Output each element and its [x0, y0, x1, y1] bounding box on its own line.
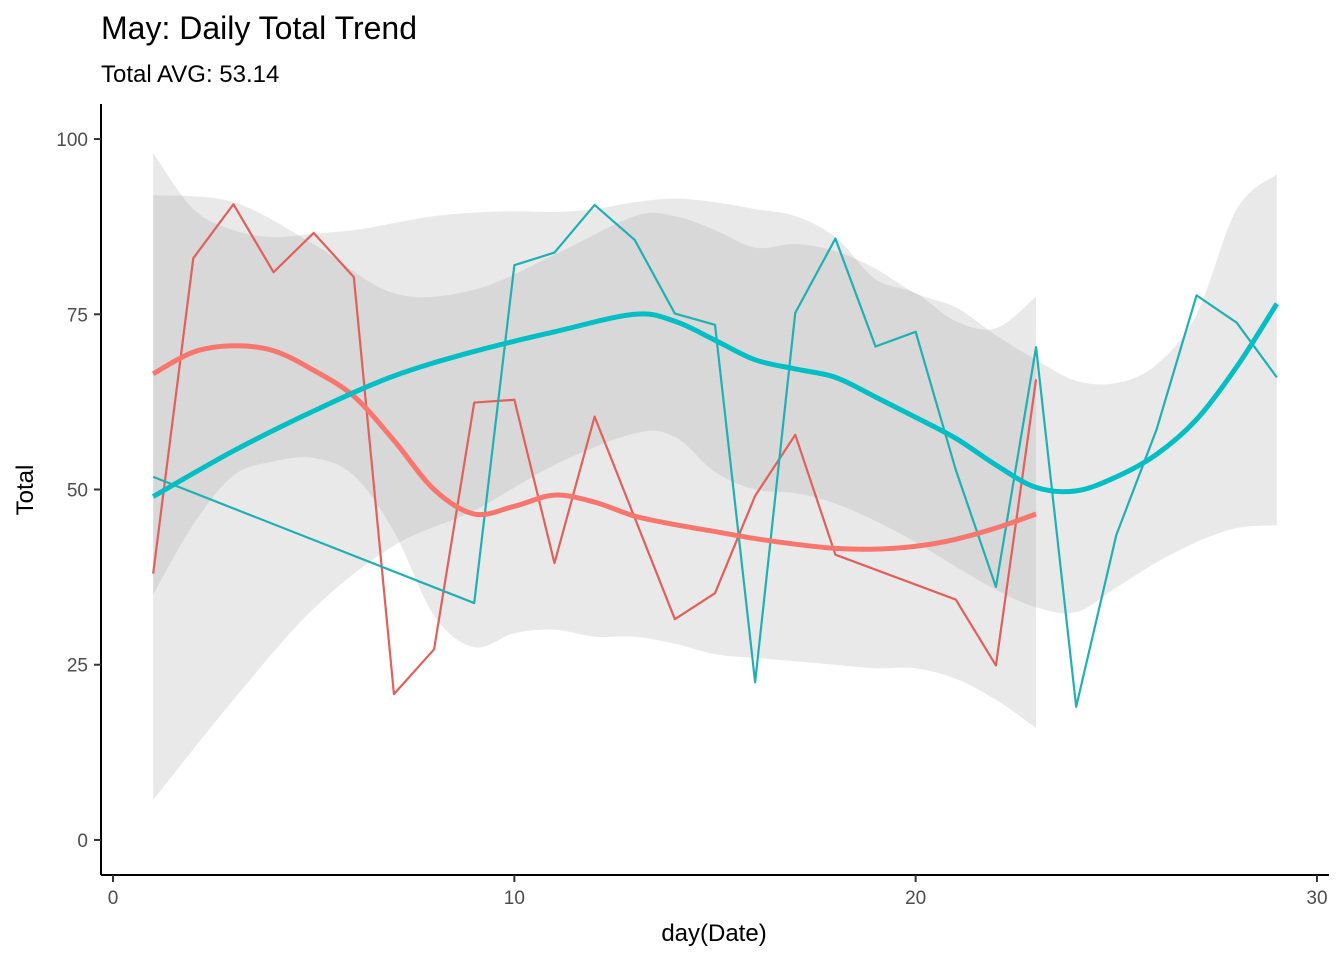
chart-subtitle: Total AVG: 53.14	[101, 61, 279, 88]
x-tick-label: 0	[108, 888, 119, 909]
series-teal-confidence-band	[153, 174, 1277, 801]
series-red-line	[152, 203, 1038, 696]
y-tick-label: 0	[77, 831, 88, 852]
x-ticks: 0 10 20 30	[108, 875, 1328, 909]
series-red-confidence-band	[153, 153, 1037, 728]
y-axis-title: Total	[12, 465, 39, 516]
series-teal-smooth-line	[151, 302, 1279, 499]
plot-area	[151, 153, 1279, 801]
series-red-smooth-line	[151, 343, 1037, 552]
x-axis-title: day(Date)	[661, 920, 766, 947]
y-tick-label: 100	[56, 130, 88, 151]
x-tick-label: 20	[905, 888, 926, 909]
y-tick-label: 50	[67, 481, 88, 502]
y-tick-label: 25	[67, 656, 88, 677]
chart-title: May: Daily Total Trend	[101, 10, 417, 46]
x-tick-label: 10	[504, 888, 525, 909]
series-teal-line	[152, 203, 1278, 708]
y-tick-label: 75	[67, 305, 88, 326]
x-tick-label: 30	[1306, 888, 1327, 909]
y-ticks: 0 25 50 75 100	[56, 130, 101, 852]
